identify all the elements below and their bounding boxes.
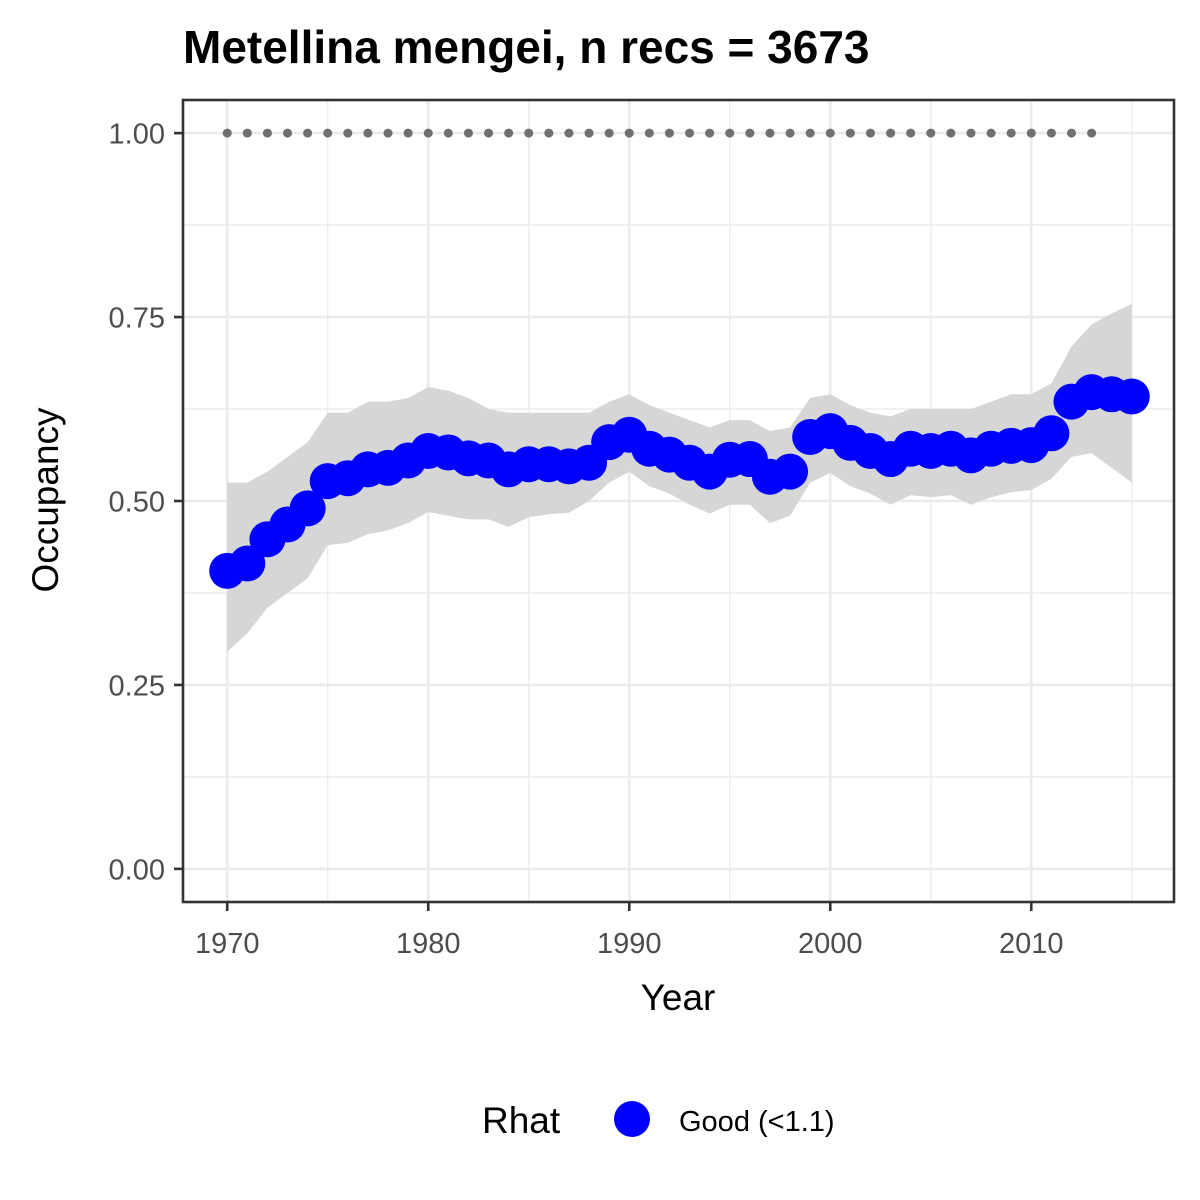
reference-point <box>926 128 936 138</box>
reference-point <box>705 128 715 138</box>
reference-point <box>544 128 554 138</box>
reference-point <box>825 128 835 138</box>
occupancy-point <box>772 453 809 490</box>
occupancy-point <box>1113 378 1150 415</box>
y-tick-label: 0.00 <box>109 854 165 886</box>
legend-label-good: Good (<1.1) <box>679 1106 835 1138</box>
reference-point <box>966 128 976 138</box>
reference-point <box>423 128 433 138</box>
x-tick-label: 1980 <box>396 928 461 960</box>
reference-point <box>664 128 674 138</box>
legend-swatch-good <box>614 1101 650 1137</box>
reference-point <box>1006 128 1016 138</box>
reference-point <box>1046 128 1056 138</box>
reference-point <box>443 128 453 138</box>
confidence-band-layer <box>227 303 1132 652</box>
x-tick-labels: 1970 1980 1990 2000 2010 <box>195 928 1064 960</box>
reference-point <box>906 128 916 138</box>
reference-point <box>765 128 775 138</box>
chart-title: Metellina mengei, n recs = 3673 <box>183 21 870 73</box>
y-tick-label: 0.75 <box>109 303 165 335</box>
x-tick-label: 2010 <box>999 928 1064 960</box>
reference-point <box>624 128 634 138</box>
occupancy-point <box>229 545 266 582</box>
reference-point <box>242 128 252 138</box>
reference-point <box>283 128 293 138</box>
reference-point <box>785 128 795 138</box>
legend: Rhat Good (<1.1) <box>482 1100 835 1141</box>
y-tick-label: 0.25 <box>109 670 165 702</box>
confidence-band <box>227 303 1132 652</box>
reference-point <box>323 128 333 138</box>
reference-point <box>685 128 695 138</box>
reference-point <box>604 128 614 138</box>
reference-point <box>383 128 393 138</box>
reference-point <box>484 128 494 138</box>
x-tick-label: 1990 <box>597 928 662 960</box>
y-axis-title: Occupancy <box>25 407 66 593</box>
reference-point <box>403 128 413 138</box>
occupancy-point <box>1033 415 1070 452</box>
x-tick-label: 2000 <box>798 928 863 960</box>
legend-title: Rhat <box>482 1100 561 1141</box>
occupancy-points-layer <box>209 374 1150 589</box>
reference-point <box>644 128 654 138</box>
reference-point <box>725 128 735 138</box>
axis-ticks <box>174 131 1033 911</box>
reference-point <box>262 128 272 138</box>
occupancy-point <box>289 490 326 527</box>
reference-point <box>886 128 896 138</box>
reference-point <box>865 128 875 138</box>
reference-point <box>1087 128 1097 138</box>
x-tick-label: 1970 <box>195 928 260 960</box>
reference-point <box>564 128 574 138</box>
reference-point <box>946 128 956 138</box>
reference-point <box>524 128 534 138</box>
x-axis-title: Year <box>641 977 716 1018</box>
reference-point <box>1066 128 1076 138</box>
reference-point <box>845 128 855 138</box>
reference-point <box>463 128 473 138</box>
reference-point <box>986 128 996 138</box>
reference-point <box>745 128 755 138</box>
reference-point <box>343 128 353 138</box>
reference-point <box>363 128 373 138</box>
reference-point <box>805 128 815 138</box>
reference-point <box>1026 128 1036 138</box>
reference-points-layer <box>222 128 1097 138</box>
y-tick-label: 0.50 <box>109 487 165 519</box>
y-tick-label: 1.00 <box>109 119 165 151</box>
y-tick-labels: 0.00 0.25 0.50 0.75 1.00 <box>109 119 165 887</box>
reference-point <box>303 128 313 138</box>
reference-point <box>504 128 514 138</box>
reference-point <box>222 128 232 138</box>
reference-point <box>584 128 594 138</box>
